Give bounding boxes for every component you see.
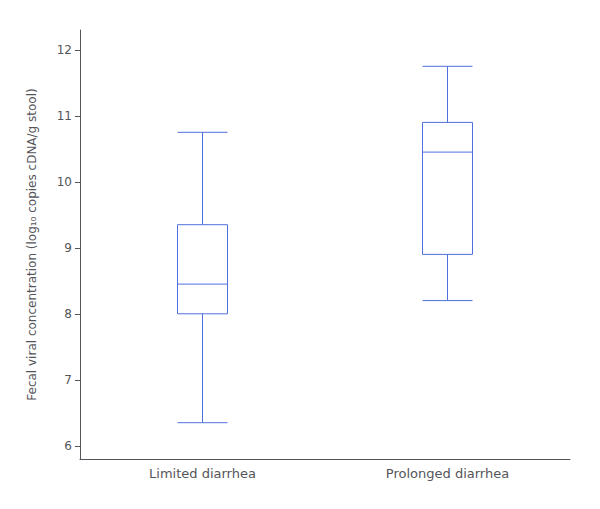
svg-text:7: 7: [64, 373, 72, 387]
svg-text:Prolonged diarrhea: Prolonged diarrhea: [386, 466, 509, 481]
svg-text:Fecal viral concentration (log: Fecal viral concentration (log₁₀ copies …: [25, 88, 39, 400]
svg-text:9: 9: [64, 241, 72, 255]
svg-text:8: 8: [64, 307, 72, 321]
svg-text:11: 11: [57, 109, 72, 123]
svg-text:6: 6: [64, 439, 72, 453]
svg-text:Limited diarrhea: Limited diarrhea: [149, 466, 256, 481]
svg-text:12: 12: [57, 43, 72, 57]
svg-text:10: 10: [57, 175, 72, 189]
